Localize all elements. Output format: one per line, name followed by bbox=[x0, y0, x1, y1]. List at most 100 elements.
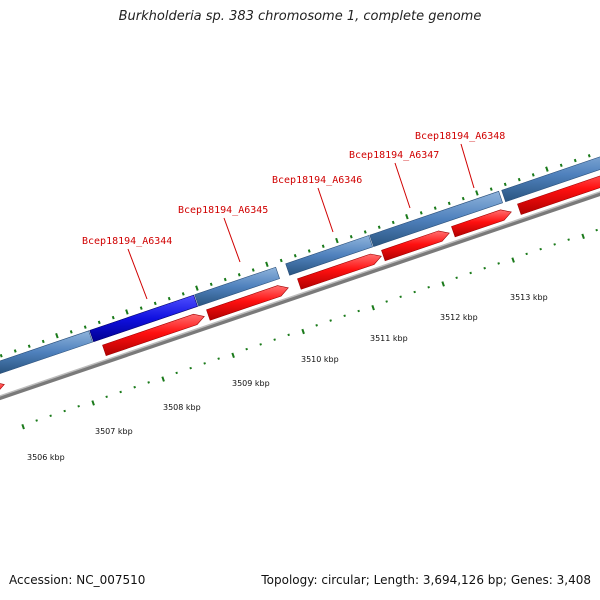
map-title: Burkholderia sp. 383 chromosome 1, compl… bbox=[118, 9, 482, 24]
upper-tick bbox=[517, 177, 521, 182]
kbp-label: 3511 kbp bbox=[370, 334, 408, 343]
lower-tick bbox=[427, 285, 430, 289]
lower-tick bbox=[469, 271, 472, 275]
upper-tick bbox=[27, 344, 31, 348]
lower-tick bbox=[35, 419, 38, 422]
lower-tick bbox=[161, 376, 165, 382]
gene-arrow-3 bbox=[297, 253, 382, 290]
lower-tick bbox=[315, 324, 318, 327]
upper-tick bbox=[181, 292, 185, 296]
lower-tick bbox=[357, 309, 360, 313]
lower-tick bbox=[175, 371, 178, 375]
upper-tick bbox=[125, 309, 129, 315]
cds-block-1 bbox=[0, 330, 93, 374]
upper-tick bbox=[41, 339, 45, 344]
upper-tick bbox=[223, 277, 227, 282]
genome-summary-text: Topology: circular; Length: 3,694,126 bp… bbox=[261, 573, 591, 587]
lower-tick bbox=[245, 347, 248, 351]
feature-tracks bbox=[0, 156, 600, 401]
lower-tick bbox=[49, 414, 52, 418]
lower-tick bbox=[343, 314, 346, 318]
lower-tick bbox=[287, 333, 290, 337]
cds-block-6 bbox=[501, 156, 600, 203]
upper-tick bbox=[111, 315, 115, 320]
upper-tick bbox=[433, 206, 437, 210]
upper-tick bbox=[265, 261, 269, 268]
upper-tick bbox=[0, 353, 3, 358]
gene-label: Bcep18194_A6347 bbox=[349, 150, 439, 161]
upper-tick bbox=[475, 190, 479, 196]
lower-tick bbox=[441, 281, 445, 287]
lower-tick bbox=[189, 366, 192, 370]
lower-tick bbox=[567, 238, 570, 241]
gene-label: Bcep18194_A6344 bbox=[82, 236, 172, 247]
cds-block-3 bbox=[194, 266, 280, 307]
upper-tick bbox=[167, 296, 171, 301]
gene-arrow-4 bbox=[381, 230, 450, 262]
upper-tick bbox=[321, 244, 325, 248]
gene-label-leader bbox=[460, 143, 475, 189]
upper-tick bbox=[251, 268, 255, 272]
upper-tick bbox=[461, 196, 465, 201]
upper-tick bbox=[55, 333, 59, 339]
lower-tick bbox=[147, 381, 150, 384]
accession-text: Accession: NC_007510 bbox=[9, 573, 146, 587]
lower-tick bbox=[91, 400, 95, 406]
upper-tick bbox=[419, 211, 423, 215]
lower-tick bbox=[483, 266, 486, 270]
gene-label-leader bbox=[394, 162, 411, 209]
gene-arrow-0 bbox=[0, 383, 5, 390]
lower-tick bbox=[63, 409, 66, 413]
gene-label: Bcep18194_A6345 bbox=[178, 205, 268, 216]
lower-tick bbox=[371, 304, 375, 311]
upper-tick bbox=[349, 234, 353, 239]
upper-tick bbox=[279, 258, 283, 263]
kbp-label: 3513 kbp bbox=[510, 293, 548, 302]
cds-block-selected bbox=[89, 294, 198, 343]
lower-tick bbox=[203, 362, 206, 365]
lower-tick bbox=[273, 338, 276, 341]
gene-label-leader bbox=[317, 187, 334, 233]
kbp-label: 3512 kbp bbox=[440, 313, 478, 322]
backbone-line bbox=[0, 191, 600, 401]
upper-tick bbox=[139, 306, 143, 310]
upper-tick bbox=[195, 285, 199, 291]
lower-tick bbox=[133, 385, 136, 389]
cds-block-4 bbox=[285, 235, 373, 276]
upper-tick bbox=[97, 320, 101, 325]
upper-tick bbox=[335, 237, 339, 244]
tick-marks bbox=[0, 154, 598, 430]
lower-tick bbox=[399, 295, 402, 299]
cds-block-5 bbox=[369, 190, 503, 247]
upper-tick bbox=[209, 282, 213, 287]
lower-tick bbox=[77, 404, 80, 408]
upper-tick bbox=[237, 273, 241, 277]
gene-label: Bcep18194_A6346 bbox=[272, 175, 362, 186]
lower-tick bbox=[581, 233, 585, 239]
labels: 3506 kbp 3507 kbp 3508 kbp 3509 kbp 3510 kbp… bbox=[27, 131, 548, 462]
upper-tick bbox=[153, 301, 157, 306]
upper-tick bbox=[545, 166, 549, 172]
lower-tick bbox=[525, 252, 528, 256]
lower-tick bbox=[385, 300, 388, 303]
lower-tick bbox=[231, 352, 235, 358]
kbp-label: 3508 kbp bbox=[163, 403, 201, 412]
kbp-label: 3507 kbp bbox=[95, 427, 133, 436]
lower-tick bbox=[455, 276, 458, 279]
gene-arrow-2 bbox=[206, 285, 289, 321]
gene-label: Bcep18194_A6348 bbox=[415, 131, 505, 142]
lower-tick bbox=[301, 328, 305, 335]
lower-tick bbox=[413, 290, 416, 294]
upper-tick bbox=[503, 182, 507, 187]
upper-tick bbox=[531, 173, 535, 177]
lower-tick bbox=[119, 390, 122, 394]
lower-tick bbox=[21, 423, 25, 430]
kbp-label: 3509 kbp bbox=[232, 379, 270, 388]
gene-arrow-1 bbox=[102, 313, 205, 356]
gene-label-leader bbox=[223, 217, 241, 263]
gene-arrow-5 bbox=[451, 209, 512, 238]
lower-tick bbox=[497, 262, 500, 265]
gene-arrow-6 bbox=[517, 175, 600, 215]
lower-tick bbox=[595, 228, 598, 232]
